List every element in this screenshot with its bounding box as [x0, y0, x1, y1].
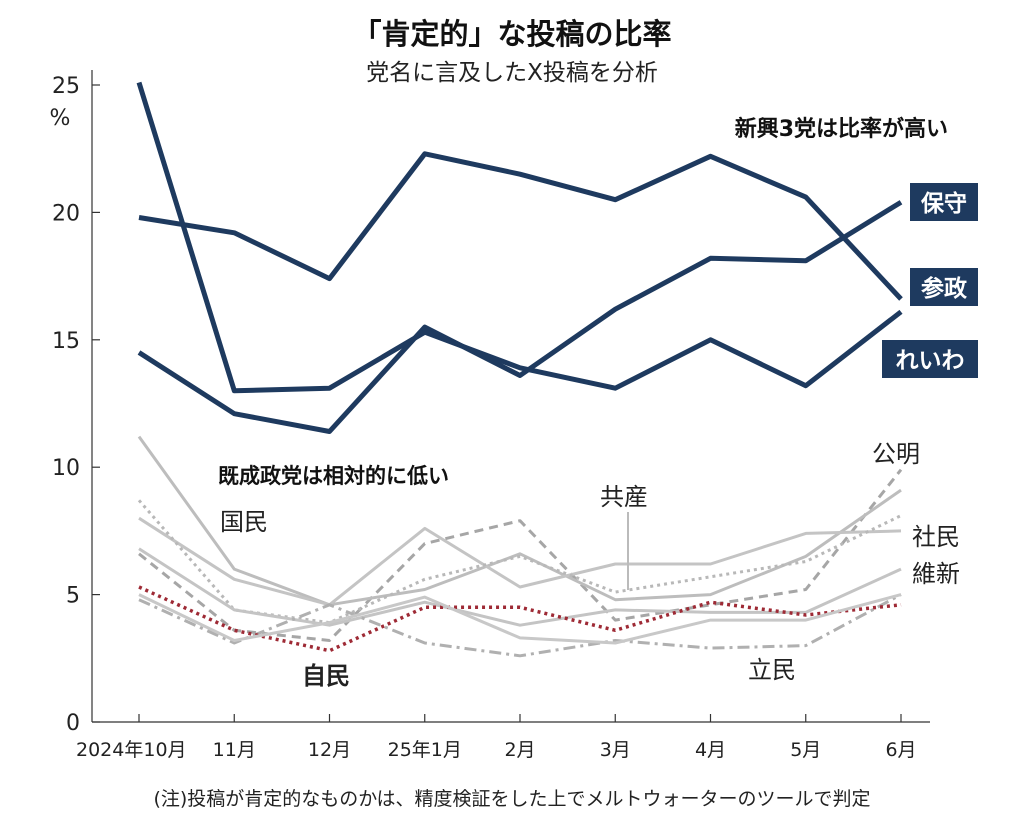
y-tick-label: 20: [52, 201, 80, 226]
series-line-立民: [138, 593, 902, 658]
series-label-自民: 自民: [302, 662, 350, 690]
x-tick-label: 4月: [695, 739, 726, 761]
series-label-共産: 共産: [600, 483, 648, 511]
y-tick-label: 25: [52, 74, 80, 99]
y-tick-label: 5: [66, 584, 80, 609]
series-label-れいわ: れいわ: [896, 348, 965, 374]
x-tick-label: 2024年10月: [76, 739, 187, 761]
series-label-公明: 公明: [872, 440, 920, 468]
series-label-立民: 立民: [748, 656, 796, 684]
x-tick-label: 6月: [885, 739, 916, 761]
annotation-emerging: 新興3党は比率が高い: [735, 116, 948, 142]
chart-subtitle: 党名に言及したX投稿を分析: [366, 60, 658, 86]
x-tick-label: 11月: [213, 739, 256, 761]
series-label-維新: 維新: [912, 560, 960, 588]
y-tick-label: 15: [52, 329, 80, 354]
x-tick-label: 5月: [790, 739, 821, 761]
y-tick-label: 10: [52, 456, 80, 481]
series-label-bg-れいわ: [882, 340, 978, 378]
series-line-参政: [138, 151, 903, 301]
chart-title: 「肯定的」な投稿の比率: [352, 17, 671, 51]
series-line-自民: [138, 585, 902, 653]
series-label-保守: 保守: [920, 190, 967, 217]
series-label-社民: 社民: [912, 523, 960, 551]
x-tick-label: 3月: [600, 739, 631, 761]
x-tick-label: 25年1月: [388, 739, 462, 761]
series-label-bg-参政: [910, 268, 978, 306]
series-line-共産: [138, 516, 902, 607]
y-tick-label: 0: [66, 711, 80, 736]
series-line-れいわ: [136, 81, 903, 394]
footnote: (注)投稿が肯定的なものかは、精度検証をした上でメルトウォーターのツールで判定: [153, 788, 870, 810]
series-line-unlabeled: [138, 593, 902, 645]
x-tick-label: 2月: [504, 739, 535, 761]
series-label-参政: 参政: [921, 275, 968, 302]
series-label-bg-保守: [910, 183, 978, 221]
x-tick-label: 12月: [308, 739, 351, 761]
annotation-established: 既成政党は相対的に低い: [218, 464, 449, 488]
y-axis-unit: %: [50, 106, 71, 131]
series-line-保守: [137, 200, 903, 434]
series-line-国民: [137, 435, 902, 607]
series-label-国民: 国民: [220, 508, 268, 536]
series-line-維新: [138, 547, 902, 627]
